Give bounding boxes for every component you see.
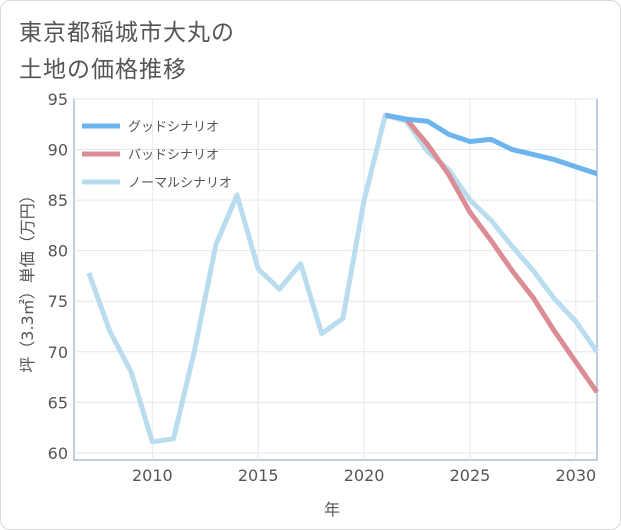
y-tick-label: 65 [48, 393, 68, 412]
y-axis-ticks: 60 65 70 75 80 85 90 95 [48, 90, 68, 463]
x-tick-label: 2025 [450, 466, 491, 485]
x-tick-label: 2015 [238, 466, 279, 485]
x-tick-label: 2030 [555, 466, 596, 485]
y-tick-label: 85 [48, 191, 68, 210]
y-axis-title: 坪（3.3㎡）単価（万円） [18, 187, 37, 372]
y-tick-label: 80 [48, 242, 68, 261]
y-tick-label: 70 [48, 343, 68, 362]
x-axis-title: 年 [324, 500, 340, 519]
plot-area [73, 98, 598, 461]
x-tick-label: 2020 [344, 466, 385, 485]
series-line-2 [86, 112, 600, 445]
series-line-0 [384, 112, 598, 177]
y-tick-label: 90 [48, 141, 68, 160]
legend-label-1: バッドシナリオ [128, 148, 219, 163]
series-line-1 [384, 112, 600, 394]
y-tick-label: 95 [48, 90, 68, 109]
series-lines [86, 112, 600, 445]
chart-title-line-1: 東京都稲城市大丸の [19, 20, 235, 46]
x-axis-ticks: 2010 2015 2020 2025 2030 [132, 466, 596, 485]
y-tick-label: 75 [48, 292, 68, 311]
x-tick-label: 2010 [132, 466, 173, 485]
y-tick-label: 60 [48, 444, 68, 463]
legend-label-2: ノーマルシナリオ [128, 176, 232, 191]
legend-label-0: グッドシナリオ [128, 120, 219, 135]
chart-title-line-2: 土地の価格推移 [19, 57, 187, 83]
chart-title: 東京都稲城市大丸の 土地の価格推移 [19, 15, 235, 89]
